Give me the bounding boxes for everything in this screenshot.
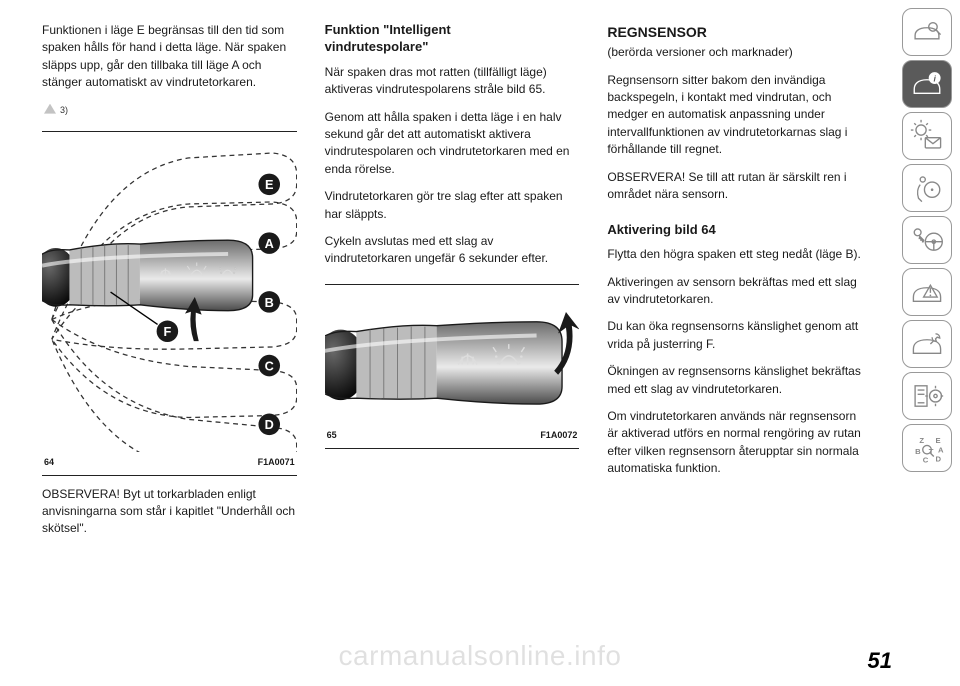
col2-p1: När spaken dras mot ratten (tillfälligt … bbox=[325, 64, 580, 99]
svg-text:A: A bbox=[938, 445, 944, 454]
col3-p6: Ökningen av regnsensorns känslighet bekr… bbox=[607, 363, 862, 398]
svg-text:Z: Z bbox=[919, 436, 924, 445]
sidebar-index-icon[interactable]: Z E B A C D T bbox=[902, 424, 952, 472]
col3-p2: OBSERVERA! Se till att rutan är särskilt… bbox=[607, 169, 862, 204]
label-E: E bbox=[265, 177, 273, 192]
sidebar-key-steering-icon[interactable] bbox=[902, 216, 952, 264]
col3-p4: Aktiveringen av sensorn bekräftas med et… bbox=[607, 274, 862, 309]
col3-h1: REGNSENSOR bbox=[607, 22, 862, 42]
sidebar-airbag-icon[interactable] bbox=[902, 164, 952, 212]
col3-sub: (berörda versioner och marknader) bbox=[607, 44, 862, 61]
page-number: 51 bbox=[868, 648, 892, 674]
col3-p1: Regnsensorn sitter bakom den invändiga b… bbox=[607, 72, 862, 159]
fig65-caption: 65 F1A0072 bbox=[325, 429, 580, 442]
fig65-num: 65 bbox=[327, 429, 337, 442]
sidebar-car-warning-icon[interactable] bbox=[902, 268, 952, 316]
sidebar-car-service-icon[interactable] bbox=[902, 320, 952, 368]
col1-para1: Funktionen i läge E begränsas till den t… bbox=[42, 22, 297, 92]
fig65-code: F1A0072 bbox=[540, 429, 577, 442]
label-C: C bbox=[265, 358, 274, 373]
label-B: B bbox=[265, 294, 274, 309]
svg-text:C: C bbox=[923, 455, 929, 464]
fig64-num: 64 bbox=[44, 456, 54, 469]
separator bbox=[325, 284, 580, 285]
figure-65 bbox=[325, 295, 580, 425]
column-1: Funktionen i läge E begränsas till den t… bbox=[42, 22, 297, 666]
svg-text:D: D bbox=[936, 455, 942, 464]
col1-para2: OBSERVERA! Byt ut torkarbladen enligt an… bbox=[42, 486, 297, 538]
sidebar-car-search-icon[interactable] bbox=[902, 8, 952, 56]
col3-p7: Om vindrutetorkaren används när regnsens… bbox=[607, 408, 862, 478]
column-2: Funktion "Intelligent vindrutespolare" N… bbox=[325, 22, 580, 666]
separator bbox=[325, 448, 580, 449]
page-content: Funktionen i läge E begränsas till den t… bbox=[42, 22, 862, 666]
col2-p2: Genom att hålla spaken i detta läge i en… bbox=[325, 109, 580, 179]
col3-h2: Aktivering bild 64 bbox=[607, 221, 862, 240]
sidebar-nav: i Z E B A C D T bbox=[902, 8, 952, 472]
separator bbox=[42, 475, 297, 476]
sidebar-specs-icon[interactable] bbox=[902, 372, 952, 420]
label-D: D bbox=[265, 417, 274, 432]
col2-p3: Vindrutetorkaren gör tre slag efter att … bbox=[325, 188, 580, 223]
col2-heading: Funktion "Intelligent vindrutespolare" bbox=[325, 22, 580, 56]
separator bbox=[42, 131, 297, 132]
col2-p4: Cykeln avslutas med ett slag av vindrute… bbox=[325, 233, 580, 268]
footnote-3: 3) bbox=[60, 104, 297, 117]
label-F: F bbox=[163, 324, 171, 339]
fig64-code: F1A0071 bbox=[258, 456, 295, 469]
column-3: REGNSENSOR (berörda versioner och markna… bbox=[607, 22, 862, 666]
label-A: A bbox=[265, 236, 274, 251]
col3-p3: Flytta den högra spaken ett steg nedåt (… bbox=[607, 246, 862, 263]
sidebar-lights-messages-icon[interactable] bbox=[902, 112, 952, 160]
figure-64: F E A B C D bbox=[42, 142, 297, 452]
sidebar-car-info-icon[interactable]: i bbox=[902, 60, 952, 108]
col3-p5: Du kan öka regnsensorns känslighet genom… bbox=[607, 318, 862, 353]
fig64-caption: 64 F1A0071 bbox=[42, 456, 297, 469]
svg-text:B: B bbox=[915, 447, 921, 456]
svg-text:E: E bbox=[936, 436, 941, 445]
